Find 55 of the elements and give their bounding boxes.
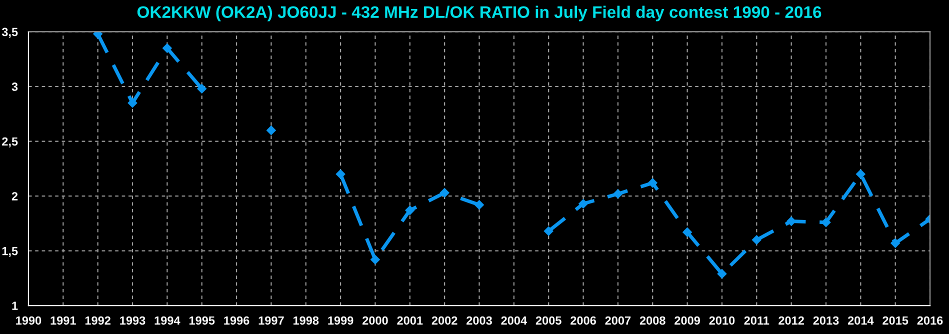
x-tick-label: 2016	[917, 316, 943, 325]
x-tick-label: 2011	[744, 316, 770, 325]
x-tick-label: 2010	[709, 316, 735, 325]
point	[370, 254, 380, 264]
x-tick-label: 2000	[362, 316, 388, 325]
point	[440, 188, 450, 198]
point	[821, 218, 831, 227]
point	[128, 98, 138, 108]
x-tick-label: 2001	[397, 316, 423, 325]
x-tick-label: 2009	[674, 316, 700, 325]
x-tick-label: 2013	[813, 316, 839, 325]
point	[682, 228, 692, 237]
x-tick-label: 2007	[605, 316, 631, 325]
point	[648, 178, 658, 188]
x-tick-label: 1999	[328, 316, 354, 325]
point	[93, 32, 102, 39]
point	[405, 206, 415, 215]
point	[890, 238, 900, 248]
x-tick-label: 2002	[432, 316, 458, 325]
point	[197, 84, 206, 94]
point	[752, 235, 762, 245]
point	[578, 199, 588, 208]
y-tick-label: 3	[12, 82, 18, 91]
point	[336, 170, 346, 179]
point	[266, 126, 276, 135]
x-tick-label: 1990	[16, 316, 42, 325]
y-tick-label: 1	[12, 302, 18, 310]
x-tick-label: 2006	[570, 316, 596, 325]
point	[856, 170, 866, 179]
x-tick-label: 1993	[120, 316, 146, 325]
x-tick-label: 1997	[258, 316, 284, 325]
y-tick-label: 2	[12, 192, 18, 200]
point	[544, 226, 554, 236]
x-tick-label: 1994	[154, 316, 180, 325]
x-tick-label: 1991	[50, 316, 76, 325]
y-tick-label: 1,5	[2, 246, 18, 257]
x-tick-label: 1995	[189, 316, 215, 325]
point	[613, 189, 623, 198]
chart-title: OK2KKW (OK2A) JO60JJ - 432 MHz DL/OK RATIO in July Field day contest 1990 - 2016	[137, 6, 822, 22]
point	[474, 200, 484, 210]
x-tick-label: 1996	[224, 316, 250, 325]
y-tick-label: 3,5	[2, 28, 18, 38]
y-tick-label: 2,5	[2, 137, 18, 148]
point	[162, 44, 172, 53]
x-tick-label: 2012	[778, 316, 804, 325]
x-tick-label: 2014	[848, 316, 874, 325]
x-tick-label: 2008	[640, 316, 666, 325]
x-tick-label: 2005	[536, 316, 562, 325]
x-tick-label: 2003	[466, 316, 492, 325]
x-tick-label: 2015	[882, 316, 908, 325]
x-tick-label: 1998	[293, 316, 319, 325]
point	[717, 269, 727, 278]
x-tick-label: 1992	[85, 316, 110, 325]
point	[786, 216, 796, 226]
x-tick-label: 2004	[501, 316, 527, 325]
